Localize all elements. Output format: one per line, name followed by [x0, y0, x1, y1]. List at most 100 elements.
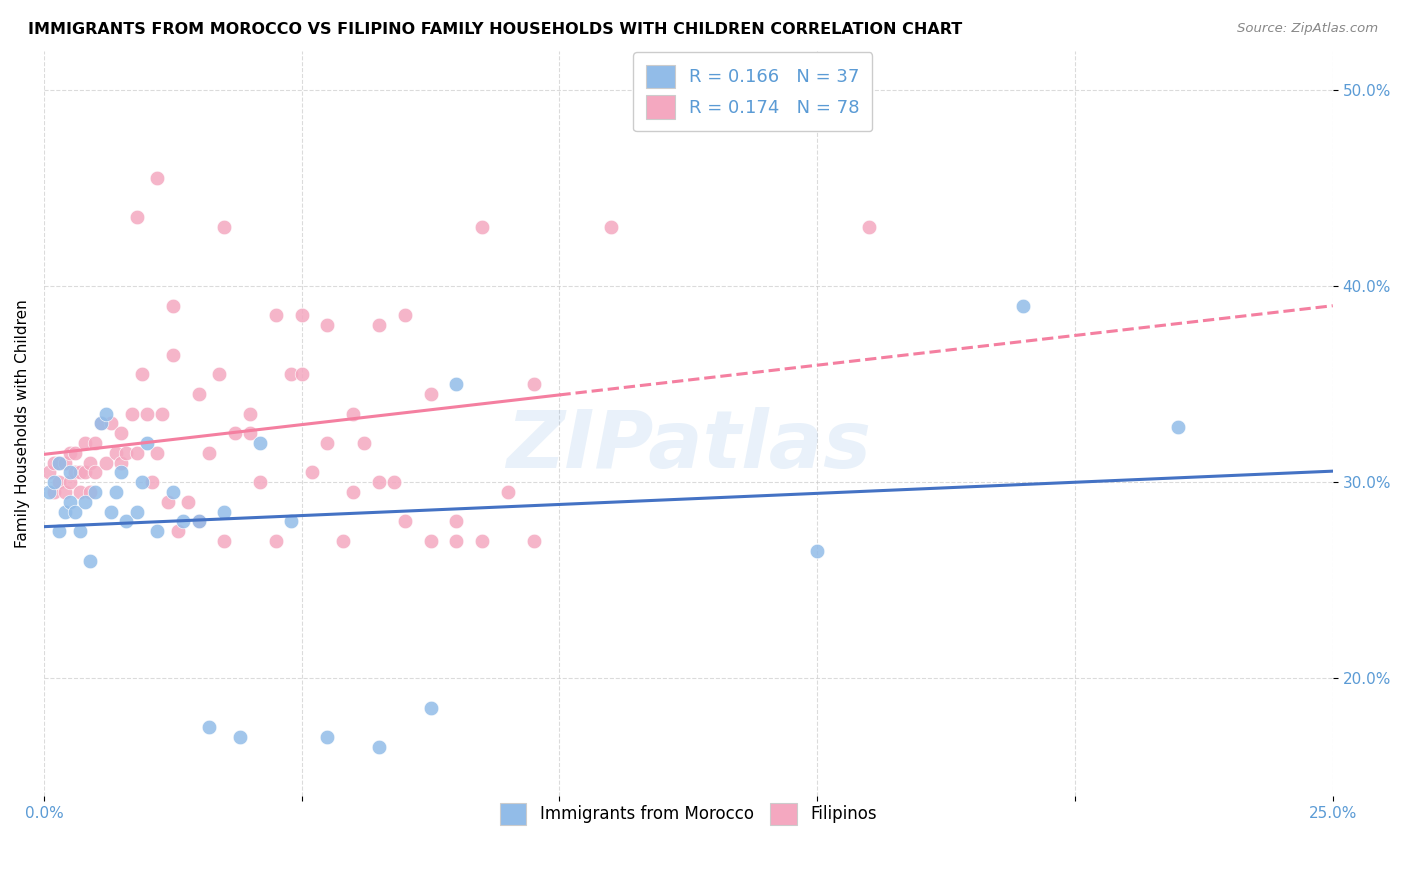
Point: [162, 299, 184, 313]
Point: [48, 475, 70, 490]
Point: [342, 407, 364, 421]
Text: IMMIGRANTS FROM MOROCCO VS FILIPINO FAMILY HOUSEHOLDS WITH CHILDREN CORRELATION : IMMIGRANTS FROM MOROCCO VS FILIPINO FAMI…: [28, 22, 962, 37]
Point: [214, 505, 236, 519]
Point: [79, 485, 101, 500]
Point: [38, 485, 60, 500]
Legend: Immigrants from Morocco, Filipinos: Immigrants from Morocco, Filipinos: [488, 791, 889, 836]
Point: [131, 368, 153, 382]
Point: [368, 318, 391, 333]
Point: [316, 731, 339, 745]
Point: [249, 475, 271, 490]
Point: [79, 456, 101, 470]
Point: [44, 456, 66, 470]
Point: [198, 721, 221, 735]
Point: [446, 534, 468, 549]
Point: [419, 701, 441, 715]
Point: [198, 446, 221, 460]
Point: [115, 446, 138, 460]
Point: [59, 495, 82, 509]
Point: [1167, 420, 1189, 434]
Point: [291, 309, 314, 323]
Point: [368, 475, 391, 490]
Point: [69, 524, 91, 539]
Text: ZIPatlas: ZIPatlas: [506, 407, 870, 484]
Point: [523, 534, 546, 549]
Point: [224, 426, 246, 441]
Point: [63, 505, 86, 519]
Point: [146, 446, 169, 460]
Point: [59, 446, 82, 460]
Point: [419, 387, 441, 401]
Y-axis label: Family Households with Children: Family Households with Children: [15, 299, 30, 548]
Point: [110, 466, 132, 480]
Point: [53, 505, 76, 519]
Point: [115, 515, 138, 529]
Point: [1012, 299, 1035, 313]
Point: [162, 348, 184, 362]
Point: [59, 475, 82, 490]
Point: [69, 466, 91, 480]
Point: [136, 436, 159, 450]
Point: [471, 220, 494, 235]
Point: [162, 485, 184, 500]
Point: [44, 485, 66, 500]
Point: [172, 515, 194, 529]
Point: [214, 220, 236, 235]
Point: [110, 456, 132, 470]
Point: [131, 475, 153, 490]
Point: [94, 407, 117, 421]
Point: [394, 515, 416, 529]
Point: [156, 495, 179, 509]
Point: [496, 485, 519, 500]
Point: [125, 211, 148, 225]
Point: [75, 436, 97, 450]
Point: [84, 466, 107, 480]
Point: [90, 417, 112, 431]
Point: [446, 377, 468, 392]
Point: [229, 731, 252, 745]
Point: [53, 485, 76, 500]
Point: [152, 407, 174, 421]
Point: [353, 436, 375, 450]
Text: Source: ZipAtlas.com: Source: ZipAtlas.com: [1237, 22, 1378, 36]
Point: [84, 436, 107, 450]
Point: [100, 505, 122, 519]
Point: [806, 544, 828, 558]
Point: [332, 534, 354, 549]
Point: [239, 407, 262, 421]
Point: [48, 524, 70, 539]
Point: [187, 515, 209, 529]
Point: [342, 485, 364, 500]
Point: [125, 446, 148, 460]
Point: [600, 220, 623, 235]
Point: [471, 534, 494, 549]
Point: [110, 426, 132, 441]
Point: [105, 446, 128, 460]
Point: [75, 495, 97, 509]
Point: [316, 318, 339, 333]
Point: [858, 220, 880, 235]
Point: [79, 554, 101, 568]
Point: [291, 368, 314, 382]
Point: [214, 534, 236, 549]
Point: [105, 485, 128, 500]
Point: [94, 456, 117, 470]
Point: [141, 475, 163, 490]
Point: [368, 739, 391, 754]
Point: [280, 368, 302, 382]
Point: [446, 515, 468, 529]
Point: [48, 456, 70, 470]
Point: [38, 466, 60, 480]
Point: [394, 309, 416, 323]
Point: [523, 377, 546, 392]
Point: [63, 446, 86, 460]
Point: [239, 426, 262, 441]
Point: [187, 387, 209, 401]
Point: [167, 524, 190, 539]
Point: [100, 417, 122, 431]
Point: [146, 171, 169, 186]
Point: [177, 495, 200, 509]
Point: [146, 524, 169, 539]
Point: [136, 407, 159, 421]
Point: [121, 407, 143, 421]
